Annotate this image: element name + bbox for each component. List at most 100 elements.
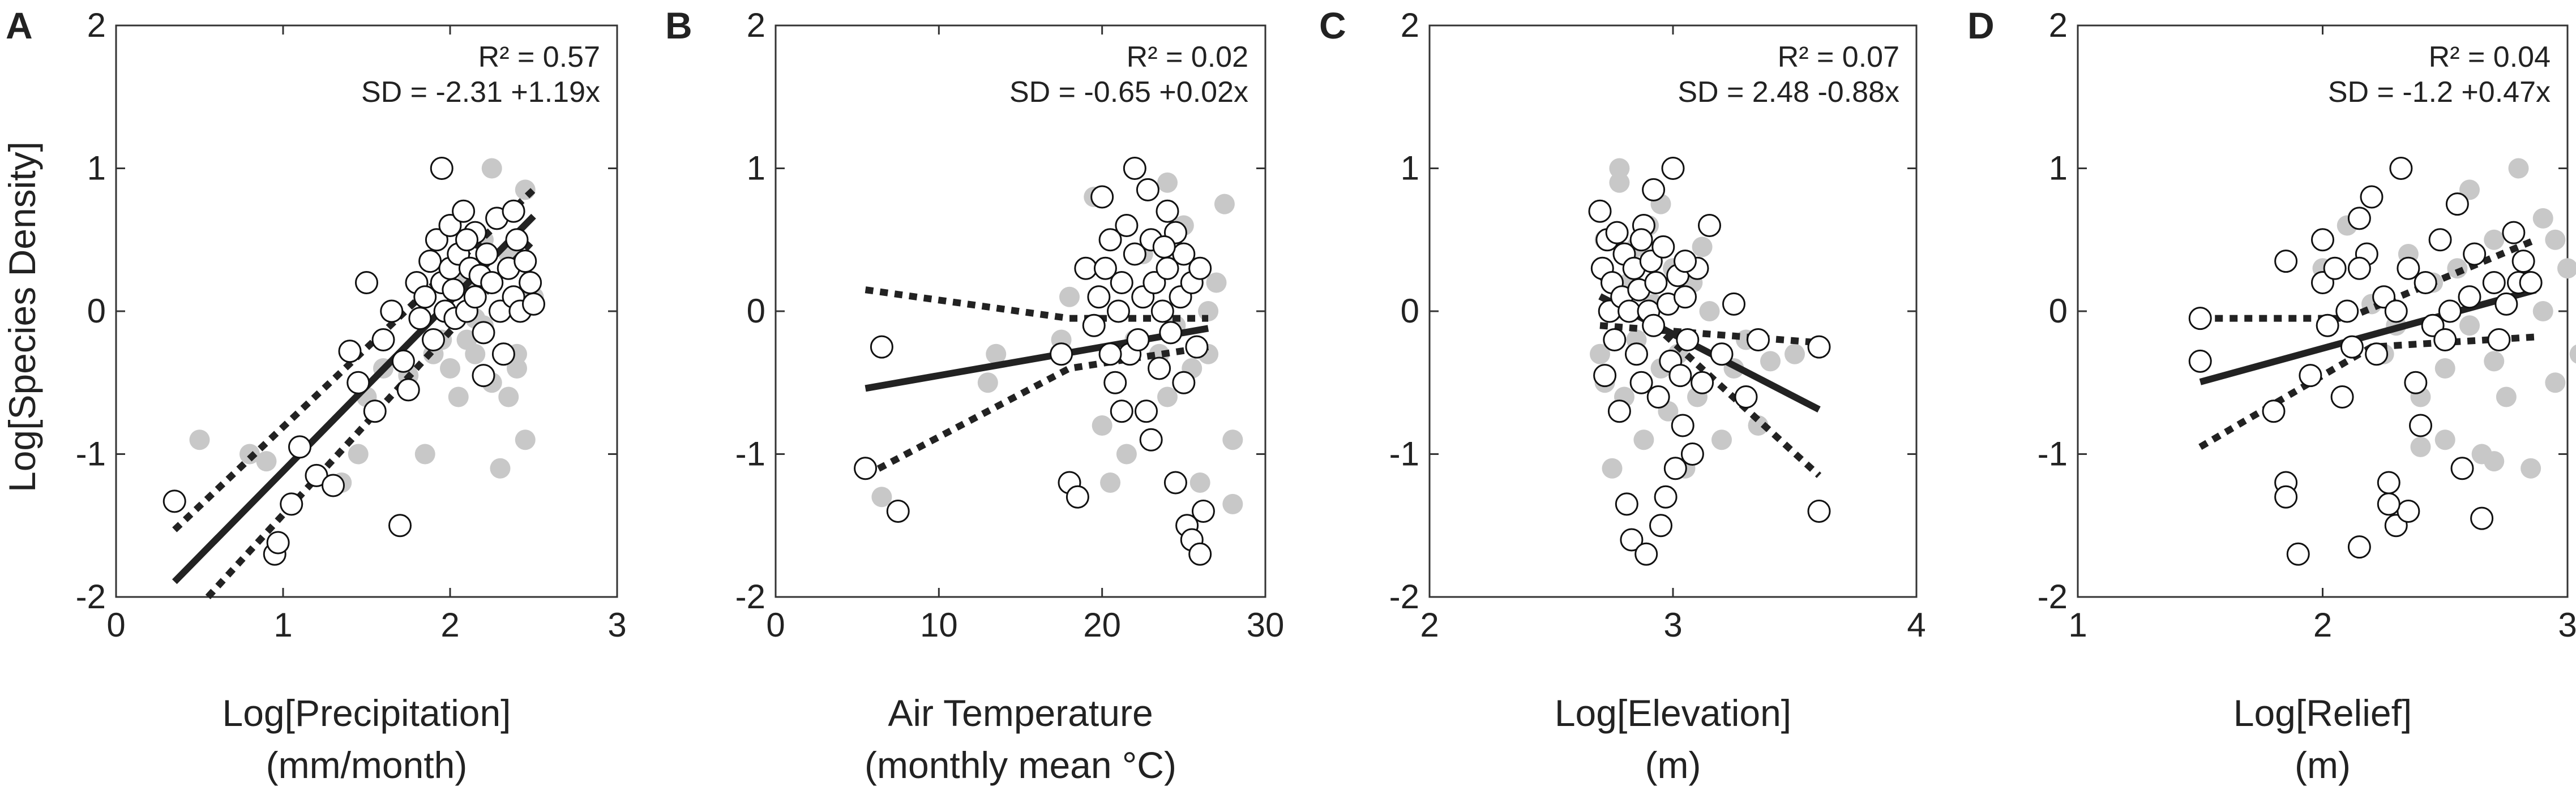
y-tick-label-b: 0 [747, 292, 765, 330]
open-point-a [338, 340, 362, 363]
y-axis-label: Log[Species Density] [1, 141, 43, 492]
open-point-a [413, 285, 437, 309]
open-point-c [1642, 178, 1666, 201]
open-point-b [1126, 328, 1150, 351]
panel-letter-b: B [665, 5, 692, 46]
grey-point-a [515, 429, 536, 450]
grey-point-a [440, 358, 460, 379]
y-tick-label-c: 0 [1401, 292, 1419, 330]
open-point-a [280, 492, 303, 516]
grey-point-d [2532, 301, 2553, 321]
x-tick-label-c: 4 [1907, 606, 1925, 644]
x-tick-label-b: 20 [1083, 606, 1121, 644]
grey-point-b [986, 343, 1007, 364]
open-point-a [355, 271, 378, 294]
open-point-a [162, 489, 186, 513]
grey-point-a [515, 179, 536, 200]
open-point-d [2389, 157, 2413, 180]
open-point-c [1588, 199, 1612, 223]
open-point-b [1103, 371, 1127, 394]
x-tick-label-b: 30 [1247, 606, 1285, 644]
open-point-c [1698, 214, 1721, 237]
grey-point-c [1609, 158, 1630, 179]
open-point-d [2330, 385, 2354, 409]
r2-annotation-a: R² = 0.57 [478, 41, 600, 74]
open-point-a [266, 531, 290, 555]
grey-point-a [490, 458, 511, 479]
open-point-c [1629, 371, 1653, 394]
open-point-d [2463, 242, 2487, 266]
grey-point-d [2484, 229, 2505, 250]
open-point-c [1644, 271, 1668, 294]
open-point-b [1090, 185, 1114, 209]
open-point-d [2494, 292, 2518, 316]
open-point-c [1620, 528, 1644, 552]
open-point-d [2482, 271, 2506, 294]
open-point-d [2445, 192, 2469, 216]
open-point-c [1807, 335, 1831, 359]
open-point-d [2428, 228, 2452, 252]
open-point-a [502, 199, 525, 223]
open-point-c [1618, 299, 1641, 323]
x-tick-label-c: 3 [1663, 606, 1682, 644]
open-point-d [2519, 271, 2543, 294]
y-tick-label-b: -2 [735, 578, 765, 616]
y-tick-label-c: 2 [1401, 6, 1419, 44]
grey-point-a [348, 444, 369, 465]
open-point-d [2470, 506, 2494, 530]
y-tick-label-b: 2 [747, 6, 765, 44]
open-point-a [425, 228, 448, 252]
open-point-b [1082, 313, 1106, 337]
open-point-b [1150, 299, 1174, 323]
open-point-a [514, 250, 537, 273]
open-point-d [2511, 250, 2535, 273]
ci-lower-line-b [863, 343, 1209, 479]
x-tick-label-c: 2 [1420, 606, 1439, 644]
open-point-b [1098, 228, 1122, 252]
x-axis-label-a: Log[Precipitation] [222, 692, 511, 734]
y-tick-label-d: -1 [2038, 435, 2068, 473]
open-point-b [1093, 256, 1117, 280]
open-point-d [2286, 542, 2310, 566]
grey-point-d [2496, 386, 2517, 407]
open-point-d [2377, 492, 2400, 516]
open-point-b [1148, 356, 1171, 380]
open-point-d [2347, 535, 2371, 559]
grey-point-d [2557, 258, 2576, 279]
open-point-c [1615, 492, 1638, 516]
open-point-d [2458, 285, 2481, 309]
equation-annotation-b: SD = -0.65 +0.02x [1009, 76, 1248, 109]
y-tick-label-d: -2 [2038, 578, 2068, 616]
open-point-a [380, 299, 404, 323]
open-point-b [1136, 178, 1159, 201]
open-point-d [2397, 256, 2420, 280]
open-point-d [2409, 414, 2432, 437]
y-tick-label-c: -1 [1389, 435, 1419, 473]
grey-point-b [1157, 386, 1178, 407]
open-point-b [1115, 214, 1139, 237]
open-point-d [2299, 364, 2322, 388]
grey-point-a [498, 386, 519, 407]
x-tick-label-d: 3 [2558, 606, 2576, 644]
panel-letter-d: D [1967, 5, 1995, 46]
open-point-c [1593, 364, 1617, 388]
open-point-c [1649, 514, 1672, 538]
y-tick-label-a: -2 [76, 578, 106, 616]
grey-point-a [481, 158, 502, 179]
open-point-d [2433, 328, 2457, 351]
y-tick-label-d: 2 [2049, 6, 2068, 44]
r2-annotation-b: R² = 0.02 [1127, 41, 1248, 74]
open-point-d [2438, 299, 2462, 323]
open-point-b [1188, 542, 1212, 566]
open-point-b [870, 335, 893, 359]
equation-annotation-d: SD = -1.2 +0.47x [2328, 76, 2551, 109]
open-point-c [1668, 364, 1692, 388]
open-point-b [1172, 371, 1196, 394]
r2-annotation-c: R² = 0.07 [1778, 41, 1899, 74]
open-point-c [1671, 414, 1694, 437]
open-point-d [2188, 307, 2212, 330]
